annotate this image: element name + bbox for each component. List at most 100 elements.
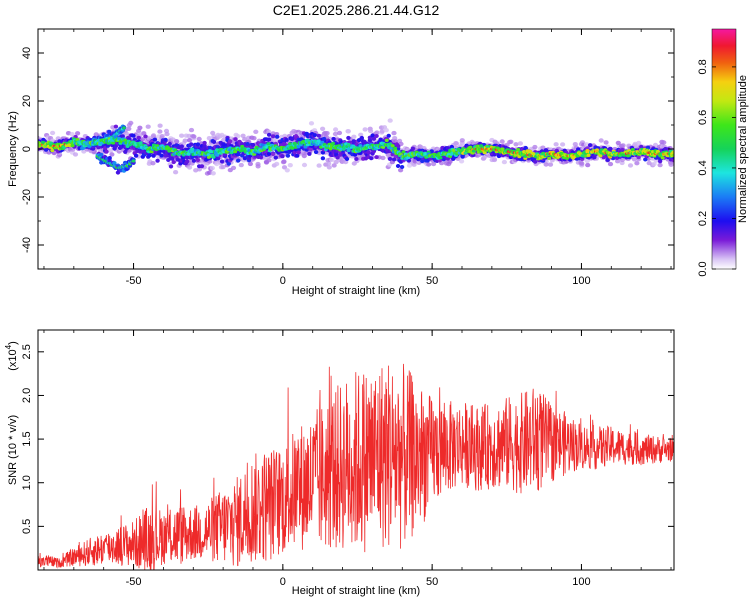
spectrogram-cell bbox=[636, 155, 641, 160]
spectrogram-cell bbox=[459, 138, 465, 143]
spectrogram-cell bbox=[211, 155, 216, 159]
spectrogram-cell bbox=[379, 129, 385, 134]
spectrogram-cell bbox=[329, 157, 335, 163]
spectrogram-cell bbox=[491, 157, 498, 163]
spectrogram-cell bbox=[75, 131, 81, 136]
spectrogram-cell bbox=[196, 167, 202, 172]
spectrogram-cell bbox=[459, 159, 465, 164]
spectrogram-cell bbox=[384, 138, 389, 142]
spectrogram-cell bbox=[167, 141, 172, 146]
spectrogram-cell bbox=[358, 132, 364, 137]
spectrogram-cell bbox=[131, 133, 136, 138]
spectrogram-cell bbox=[615, 159, 621, 164]
spectrogram-cell bbox=[266, 129, 272, 134]
spectrogram-cell bbox=[157, 129, 163, 134]
spectrogram-cell bbox=[233, 137, 238, 142]
spectrogram-cell bbox=[320, 156, 326, 161]
spectrogram-cell bbox=[312, 133, 317, 138]
spectrogram-cell bbox=[395, 164, 401, 168]
spectrogram-cell bbox=[438, 156, 443, 160]
spectrogram-cell bbox=[406, 158, 412, 163]
spectrogram-cell bbox=[387, 118, 393, 123]
spectrogram-cell bbox=[187, 138, 193, 143]
spectrogram-cell bbox=[182, 138, 188, 143]
spectrogram-cell bbox=[296, 145, 301, 149]
spectrogram-cell bbox=[108, 148, 114, 153]
spectrogram-cell bbox=[543, 162, 549, 167]
spectrogram-cell bbox=[284, 168, 290, 173]
spectrogram-cell bbox=[230, 165, 237, 171]
spectrogram-cell bbox=[199, 164, 205, 169]
spectrogram-cell bbox=[320, 140, 325, 144]
spectrogram-cell bbox=[219, 159, 225, 164]
spectrogram-cell bbox=[281, 159, 287, 164]
spectrogram-cell bbox=[202, 144, 207, 148]
spectrogram-cell bbox=[131, 159, 136, 163]
spectrogram-cell bbox=[240, 133, 246, 138]
spectrogram-cell bbox=[332, 131, 338, 137]
spectrogram-cell bbox=[275, 134, 280, 139]
spectrogram-cell bbox=[196, 136, 202, 142]
spectrogram-cell bbox=[236, 158, 241, 163]
spectrogram-cell bbox=[295, 153, 300, 158]
spectrogram-cell bbox=[335, 155, 340, 160]
spectrogram-cell bbox=[284, 137, 289, 142]
spectrogram-cell bbox=[301, 162, 308, 168]
spectrogram-cell bbox=[643, 157, 648, 162]
spectrogram-cell bbox=[221, 137, 227, 143]
spectrogram-cell bbox=[598, 154, 603, 158]
spectrogram-cell bbox=[500, 147, 505, 151]
spectrogram-cell bbox=[287, 163, 293, 168]
spectrogram-cell bbox=[280, 154, 285, 159]
spectrogram-cell bbox=[324, 131, 330, 136]
spectrogram-cell bbox=[351, 134, 357, 139]
spectrogram-cell bbox=[281, 165, 288, 170]
spectrogram-cell bbox=[346, 148, 351, 153]
spectrogram-cell bbox=[585, 162, 591, 168]
spectrogram-cell bbox=[307, 151, 312, 156]
spectrogram-cell bbox=[258, 155, 264, 160]
spectrogram-cell bbox=[579, 161, 585, 166]
spectrogram-cell bbox=[266, 137, 272, 142]
spectrogram-cell bbox=[453, 141, 459, 146]
spectrogram-cell bbox=[358, 144, 363, 148]
spectrogram-cell bbox=[313, 150, 319, 155]
spectrogram-cell bbox=[406, 163, 413, 168]
spectrogram-cell bbox=[451, 148, 456, 152]
spectrogram-cell bbox=[387, 156, 393, 161]
spectrogram-cell bbox=[285, 153, 291, 158]
spectrogram-cell bbox=[150, 161, 156, 166]
spectrogram-cell bbox=[171, 160, 176, 165]
spectrogram-cell bbox=[159, 134, 165, 139]
spectrogram-cell bbox=[399, 165, 405, 169]
spectrogram-cell bbox=[266, 158, 272, 163]
spectrogram-cell bbox=[547, 162, 554, 167]
spectrogram-cell bbox=[533, 159, 538, 164]
spectrogram-cell bbox=[398, 168, 404, 173]
spectrogram-cell bbox=[627, 163, 634, 168]
spectrogram-cell bbox=[273, 155, 278, 160]
spectrogram-cell bbox=[266, 151, 272, 156]
spectrogram-cell bbox=[155, 158, 160, 163]
spectrogram-cell bbox=[111, 141, 116, 145]
spectrogram-cell bbox=[247, 161, 253, 167]
spectrogram-cell bbox=[174, 139, 180, 144]
spectrogram-cell bbox=[206, 136, 212, 141]
spectrogram-cell bbox=[560, 142, 566, 147]
spectrogram-cell bbox=[513, 142, 519, 147]
spectrogram-cell bbox=[173, 148, 178, 152]
spectrogram-cell bbox=[508, 139, 514, 144]
spectrogram-cell bbox=[126, 126, 132, 131]
spectrogram-cell bbox=[368, 128, 374, 134]
spectrogram-cell bbox=[308, 121, 315, 126]
spectrogram-cell bbox=[366, 150, 371, 155]
spectrogram-cell bbox=[191, 134, 197, 139]
spectrogram-cell bbox=[168, 164, 174, 169]
spectrogram-cell bbox=[123, 149, 128, 154]
spectrogram-cell bbox=[202, 140, 207, 145]
spectrogram-cell bbox=[652, 142, 659, 148]
spectrogram-cell bbox=[163, 137, 168, 142]
spectrogram-cell bbox=[260, 143, 265, 147]
spectrogram-cell bbox=[235, 134, 241, 139]
spectrogram-cell bbox=[630, 148, 635, 152]
